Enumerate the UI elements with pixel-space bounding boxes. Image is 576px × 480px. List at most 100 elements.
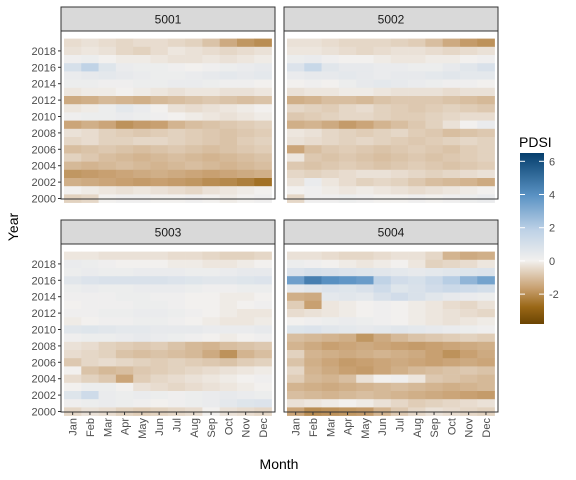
tile-5003-2006-Oct xyxy=(219,358,238,367)
tile-5002-2004-Aug xyxy=(408,161,426,171)
tile-5004-2016-Oct xyxy=(442,276,461,285)
tile-5004-2013-Nov xyxy=(460,300,478,310)
tile-5003-2019-Apr xyxy=(115,251,134,261)
panel-5003-strip xyxy=(60,219,276,245)
tile-5003-2009-Dec xyxy=(254,333,272,343)
tile-5003-2013-May xyxy=(133,300,151,310)
tile-5002-2005-Mar xyxy=(321,153,340,162)
tile-5003-2006-Feb xyxy=(81,358,99,367)
x-tick-label: Dec xyxy=(481,418,493,438)
tile-5002-2010-Aug xyxy=(408,112,426,121)
tile-5002-2008-Mar xyxy=(321,128,340,138)
tile-5004-2019-Oct xyxy=(442,251,461,261)
tile-5001-2002-Nov xyxy=(237,178,255,187)
tile-5003-2005-Mar xyxy=(98,366,117,375)
tile-5002-2010-Jun xyxy=(373,112,392,121)
tile-5001-2006-Jun xyxy=(150,145,169,154)
tile-5003-2014-Apr xyxy=(115,292,134,302)
tile-5003-2005-Jul xyxy=(167,366,186,375)
tile-5004-2014-Feb xyxy=(304,292,322,302)
tile-5002-2003-Oct xyxy=(442,169,461,179)
tile-5002-2017-Jul xyxy=(390,55,409,64)
tile-5001-2016-Aug xyxy=(185,63,203,72)
tile-5004-2019-Mar xyxy=(321,251,340,261)
tile-5002-2016-Dec xyxy=(477,63,495,72)
tile-5001-2002-Mar xyxy=(98,178,117,187)
tile-5002-2010-Mar xyxy=(321,112,340,121)
tile-5001-2011-May xyxy=(133,104,151,113)
tile-5003-2012-Aug xyxy=(185,309,203,318)
tile-5003-2006-Sep xyxy=(202,358,220,367)
tile-5002-2012-Apr xyxy=(338,96,357,105)
tile-5002-2002-Jun xyxy=(373,178,392,187)
x-tick-label: Apr xyxy=(120,418,132,435)
tile-5003-2002-Apr xyxy=(115,391,134,400)
tile-5004-2010-Jun xyxy=(373,325,392,334)
tile-5003-2005-Jan xyxy=(64,366,82,375)
tile-5002-2004-Jun xyxy=(373,161,392,171)
tile-5001-2004-Jan xyxy=(64,161,82,171)
tile-5004-2016-Sep xyxy=(425,276,443,285)
tile-5002-2014-Sep xyxy=(425,79,443,89)
tile-5004-2003-Mar xyxy=(321,382,340,392)
tile-5002-2011-Sep xyxy=(425,104,443,113)
x-tick-label: Dec xyxy=(258,418,270,438)
tile-5004-2006-Feb xyxy=(304,358,322,367)
tile-5001-2016-Mar xyxy=(98,63,117,72)
tile-5002-2008-May xyxy=(356,128,374,138)
tile-5003-2014-Jan xyxy=(64,292,82,302)
tile-5001-2018-Jun xyxy=(150,46,169,56)
tile-5003-2019-May xyxy=(133,251,151,261)
x-tick-label: Mar xyxy=(325,418,337,437)
tile-5001-2009-Jul xyxy=(167,120,186,130)
tile-5002-2017-Apr xyxy=(338,55,357,64)
tile-5004-2005-Apr xyxy=(338,366,357,375)
tile-5001-2009-Jan xyxy=(64,120,82,130)
tile-5003-2017-Apr xyxy=(115,268,134,277)
tile-5002-2001-Sep xyxy=(425,186,443,195)
tile-5001-2013-Jan xyxy=(64,87,82,97)
tile-5004-2018-Nov xyxy=(460,259,478,269)
tile-5004-2005-Sep xyxy=(425,366,443,375)
tile-5002-2004-Apr xyxy=(338,161,357,171)
tile-5001-2019-Dec xyxy=(254,38,272,48)
tile-5001-2014-Jan xyxy=(64,79,82,89)
tile-5002-2018-Feb xyxy=(304,46,322,56)
tile-5001-2011-Sep xyxy=(202,104,220,113)
tile-5001-2013-Dec xyxy=(254,87,272,97)
tile-5002-2010-Jul xyxy=(390,112,409,121)
tile-5002-2003-Nov xyxy=(460,169,478,179)
tile-5001-2012-Mar xyxy=(98,96,117,105)
tile-5002-2002-Aug xyxy=(408,178,426,187)
tile-5002-2001-Jul xyxy=(390,186,409,195)
tile-5001-2001-Jan xyxy=(64,186,82,195)
tile-5004-2013-Feb xyxy=(304,300,322,310)
tile-5001-2017-Oct xyxy=(219,55,238,64)
tile-5001-2009-Nov xyxy=(237,120,255,130)
tile-5002-2013-Jun xyxy=(373,87,392,97)
tile-5001-2010-Oct xyxy=(219,112,238,121)
tile-5004-2011-Dec xyxy=(477,317,495,326)
tile-5004-2006-Nov xyxy=(460,358,478,367)
tile-5002-2011-Aug xyxy=(408,104,426,113)
tile-5001-2012-Aug xyxy=(185,96,203,105)
tile-5002-2019-Jun xyxy=(373,38,392,48)
tile-5002-2013-Apr xyxy=(338,87,357,97)
tile-5003-2014-Dec xyxy=(254,292,272,302)
tile-5001-2016-Jun xyxy=(150,63,169,72)
tile-5003-2010-Aug xyxy=(185,325,203,334)
tile-5001-2009-Dec xyxy=(254,120,272,130)
tile-5004-2009-Apr xyxy=(338,333,357,343)
tile-5004-2018-Feb xyxy=(304,259,322,269)
tile-5002-2015-Mar xyxy=(321,71,340,80)
tile-5003-2014-Oct xyxy=(219,292,238,302)
tile-5003-2014-Feb xyxy=(81,292,99,302)
tile-5001-2003-Jan xyxy=(64,169,82,179)
tile-5003-2006-Dec xyxy=(254,358,272,367)
tile-5004-2002-Oct xyxy=(442,391,461,400)
x-axis-title: Month xyxy=(260,456,299,472)
tile-5002-2018-Aug xyxy=(408,46,426,56)
tile-5003-2008-Aug xyxy=(185,341,203,351)
tile-5002-2014-Nov xyxy=(460,79,478,89)
tile-5003-2009-Oct xyxy=(219,333,238,343)
